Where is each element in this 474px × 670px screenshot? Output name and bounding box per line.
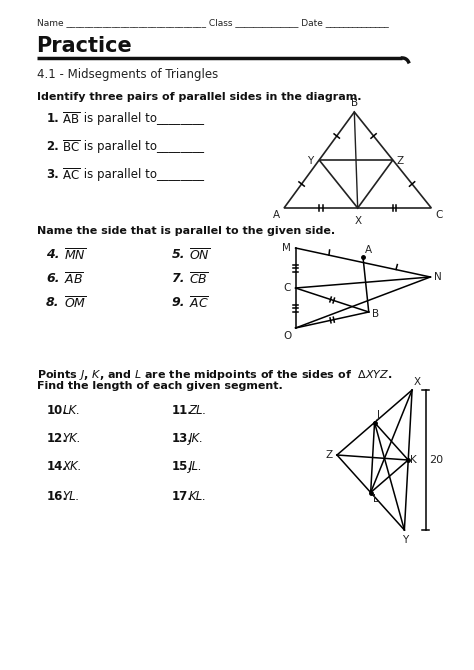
Text: Find the length of each given segment.: Find the length of each given segment. bbox=[36, 381, 283, 391]
Text: J: J bbox=[376, 411, 380, 421]
Text: 16.: 16. bbox=[46, 490, 67, 503]
Text: 20: 20 bbox=[429, 455, 444, 465]
Text: YL.: YL. bbox=[63, 490, 80, 503]
Text: Name the side that is parallel to the given side.: Name the side that is parallel to the gi… bbox=[36, 226, 335, 236]
Text: 4.: 4. bbox=[46, 248, 60, 261]
Text: 3.: 3. bbox=[46, 168, 59, 181]
Text: $\overline{\mathit{AB}}$: $\overline{\mathit{AB}}$ bbox=[64, 272, 83, 287]
Text: 15.: 15. bbox=[172, 460, 192, 473]
Text: Z: Z bbox=[397, 156, 404, 166]
Text: JL.: JL. bbox=[189, 460, 202, 473]
Text: is parallel to________: is parallel to________ bbox=[80, 140, 204, 153]
Text: X: X bbox=[355, 216, 362, 226]
Text: $\overline{\mathit{OM}}$: $\overline{\mathit{OM}}$ bbox=[64, 296, 86, 312]
Text: M: M bbox=[282, 243, 291, 253]
Text: $\overline{\mathit{MN}}$: $\overline{\mathit{MN}}$ bbox=[64, 248, 86, 263]
Text: $\overline{\mathrm{AC}}$: $\overline{\mathrm{AC}}$ bbox=[62, 168, 80, 184]
Text: XK.: XK. bbox=[63, 460, 82, 473]
Text: B: B bbox=[351, 98, 358, 108]
Text: 7.: 7. bbox=[172, 272, 185, 285]
Text: 14.: 14. bbox=[46, 460, 67, 473]
Text: $\overline{\mathit{AC}}$: $\overline{\mathit{AC}}$ bbox=[189, 296, 209, 312]
Text: K: K bbox=[410, 455, 417, 465]
Text: $\overline{\mathrm{BC}}$: $\overline{\mathrm{BC}}$ bbox=[62, 140, 80, 155]
Text: 4.1 - Midsegments of Triangles: 4.1 - Midsegments of Triangles bbox=[36, 68, 218, 81]
Text: 12.: 12. bbox=[46, 432, 67, 445]
Text: $\overline{\mathit{ON}}$: $\overline{\mathit{ON}}$ bbox=[189, 248, 210, 263]
Text: A: A bbox=[365, 245, 372, 255]
Text: 11.: 11. bbox=[172, 404, 192, 417]
Text: JK.: JK. bbox=[189, 432, 204, 445]
Text: 6.: 6. bbox=[46, 272, 60, 285]
Text: N: N bbox=[434, 272, 442, 282]
Text: Identify three pairs of parallel sides in the diagram.: Identify three pairs of parallel sides i… bbox=[36, 92, 361, 102]
Text: YK.: YK. bbox=[63, 432, 81, 445]
Text: Y: Y bbox=[402, 535, 409, 545]
Text: 13.: 13. bbox=[172, 432, 192, 445]
Text: $\overline{\mathit{CB}}$: $\overline{\mathit{CB}}$ bbox=[189, 272, 208, 287]
Text: X: X bbox=[414, 377, 421, 387]
Text: 10.: 10. bbox=[46, 404, 67, 417]
Text: KL.: KL. bbox=[189, 490, 207, 503]
Text: LK.: LK. bbox=[63, 404, 81, 417]
Text: Points $J$, $K$, and $L$ are the midpoints of the sides of  $\Delta XYZ$.: Points $J$, $K$, and $L$ are the midpoin… bbox=[36, 368, 392, 382]
Text: 8.: 8. bbox=[46, 296, 60, 309]
Text: L: L bbox=[373, 494, 378, 505]
Text: is parallel to________: is parallel to________ bbox=[80, 168, 204, 181]
Text: Practice: Practice bbox=[36, 36, 132, 56]
Text: 1.: 1. bbox=[46, 112, 59, 125]
Text: 5.: 5. bbox=[172, 248, 185, 261]
Text: 17.: 17. bbox=[172, 490, 192, 503]
Text: B: B bbox=[372, 309, 379, 319]
Text: Z: Z bbox=[325, 450, 332, 460]
Text: C: C bbox=[435, 210, 443, 220]
Text: $\overline{\mathrm{AB}}$: $\overline{\mathrm{AB}}$ bbox=[62, 112, 80, 127]
Text: Y: Y bbox=[307, 156, 313, 166]
Text: 2.: 2. bbox=[46, 140, 59, 153]
Text: ZL.: ZL. bbox=[189, 404, 207, 417]
Text: Name _______________________________ Class ______________ Date ______________: Name _______________________________ Cla… bbox=[36, 18, 388, 27]
Text: is parallel to________: is parallel to________ bbox=[80, 112, 204, 125]
Text: O: O bbox=[283, 331, 292, 341]
Text: 9.: 9. bbox=[172, 296, 185, 309]
Text: C: C bbox=[283, 283, 291, 293]
Text: A: A bbox=[273, 210, 280, 220]
